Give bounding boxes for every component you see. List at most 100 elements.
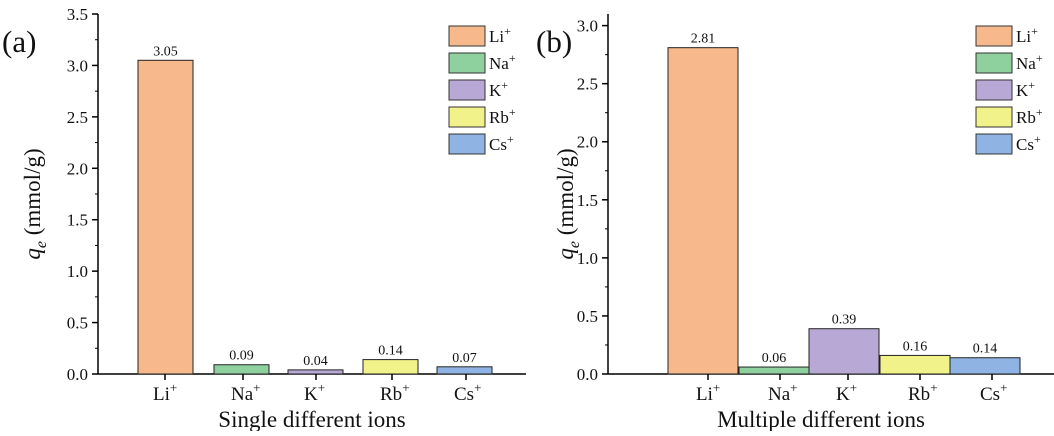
legend-label: Na+ [489, 51, 516, 73]
x-tick-label: K+ [836, 380, 857, 405]
legend-label-sup: + [507, 132, 514, 146]
x-tick-label: K+ [304, 380, 325, 405]
legend-swatch [975, 133, 1013, 155]
bar-value-label: 0.14 [973, 342, 998, 357]
x-tick-label-sup: + [474, 380, 481, 395]
panel-label: (a) [2, 24, 36, 59]
x-tick-label-base: Rb [380, 384, 402, 405]
y-axis-label: qe (mmol/g) [20, 148, 50, 259]
bar [738, 366, 810, 375]
bar [362, 359, 419, 375]
y-tick-label: 1.0 [67, 262, 88, 281]
legend-label: Rb+ [1016, 105, 1043, 127]
x-tick-label-sup: + [402, 380, 409, 395]
bar-value-label: 0.39 [832, 313, 857, 328]
y-tick-label: 2.0 [577, 133, 598, 152]
legend-label-base: Rb [1016, 108, 1036, 127]
y-axis-label: qe (mmol/g) [553, 148, 583, 259]
x-axis-label: Multiple different ions [717, 407, 925, 431]
x-tick-label-base: Li [696, 384, 713, 405]
panel-label: (b) [536, 24, 572, 59]
legend-label: K+ [489, 78, 508, 100]
panel-b: 0.00.51.01.52.02.53.02.81Li+0.06Na+0.39K… [536, 14, 1054, 432]
y-axis-label-unit: (mmol/g) [20, 148, 45, 241]
legend-label: Na+ [1016, 51, 1043, 73]
x-tick-label-base: K [304, 384, 318, 405]
x-tick-label-sup: + [170, 380, 177, 395]
x-tick-label: Na+ [768, 380, 798, 405]
legend-swatch [448, 25, 486, 47]
x-tick-label: Li+ [153, 380, 177, 405]
x-tick-label-base: K [836, 384, 850, 405]
legend-swatch [975, 79, 1013, 101]
x-tick-label: Rb+ [908, 380, 938, 405]
legend-label: Li+ [489, 24, 511, 46]
bar-value-label: 0.07 [452, 351, 477, 366]
y-axis-label-symbol: q [553, 248, 578, 260]
x-tick-label-base: Cs [454, 384, 474, 405]
bar-value-label: 0.04 [303, 354, 328, 369]
y-tick-label: 3.0 [67, 56, 88, 75]
legend-swatch [975, 106, 1013, 128]
bar-value-label: 0.06 [762, 351, 787, 366]
legend-label-base: Na [489, 54, 509, 73]
y-tick-label: 1.0 [577, 249, 598, 268]
bar-value-label: 3.05 [153, 44, 178, 59]
legend-label: Rb+ [489, 105, 516, 127]
x-tick-label-sup: + [850, 380, 857, 395]
legend-swatch [975, 25, 1013, 47]
bar-value-label: 0.09 [229, 349, 254, 364]
x-tick-label: Rb+ [380, 380, 410, 405]
x-tick-label-sup: + [713, 380, 720, 395]
y-tick-label: 2.5 [67, 108, 88, 127]
x-tick-label: Cs+ [454, 380, 481, 405]
x-tick-label-base: Rb [908, 384, 930, 405]
y-axis-label-subscript: e [33, 241, 50, 248]
x-tick-label-sup: + [930, 380, 937, 395]
bar [287, 369, 344, 375]
legend-label: Cs+ [1016, 132, 1041, 154]
x-tick-label-base: Na [231, 384, 254, 405]
bar [808, 328, 880, 375]
bar [213, 364, 270, 375]
y-tick-label: 1.5 [67, 211, 88, 230]
y-tick-label: 0.0 [577, 365, 598, 384]
bar [436, 366, 493, 375]
x-axis-label: Single different ions [218, 407, 405, 431]
y-axis-label-subscript: e [566, 241, 583, 248]
legend-swatch [448, 133, 486, 155]
legend-label-base: Cs [489, 135, 507, 154]
y-axis-label-unit: (mmol/g) [553, 148, 578, 241]
bar-value-label: 0.16 [903, 339, 928, 354]
legend-label-base: Li [489, 27, 504, 46]
legend-label-sup: + [1036, 105, 1043, 119]
y-axis-label-symbol: q [20, 248, 45, 260]
y-tick-label: 0.5 [67, 314, 88, 333]
x-tick-label-base: Na [768, 384, 791, 405]
x-tick-label-sup: + [318, 380, 325, 395]
legend-label-base: Cs [1016, 135, 1034, 154]
legend-label-sup: + [501, 78, 508, 92]
bar [667, 47, 739, 375]
y-tick-label: 1.5 [577, 191, 598, 210]
legend-label-base: Rb [489, 108, 509, 127]
y-tick-label: 0.0 [67, 365, 88, 384]
legend-label-base: K [489, 81, 502, 100]
legend-label-base: Li [1016, 27, 1031, 46]
y-tick-label: 2.5 [577, 75, 598, 94]
bar [879, 354, 951, 375]
y-tick-label: 2.0 [67, 159, 88, 178]
x-tick-label-sup: + [253, 380, 260, 395]
legend-swatch [448, 79, 486, 101]
legend-label-base: K [1016, 81, 1029, 100]
x-tick-label-sup: + [1000, 380, 1007, 395]
y-tick-label: 0.5 [577, 307, 598, 326]
x-tick-label-base: Cs [980, 384, 1000, 405]
bar-value-label: 0.14 [378, 344, 403, 359]
legend-label-sup: + [1034, 132, 1041, 146]
legend-label-sup: + [509, 105, 516, 119]
bar [949, 357, 1021, 375]
legend-label-sup: + [509, 51, 516, 65]
